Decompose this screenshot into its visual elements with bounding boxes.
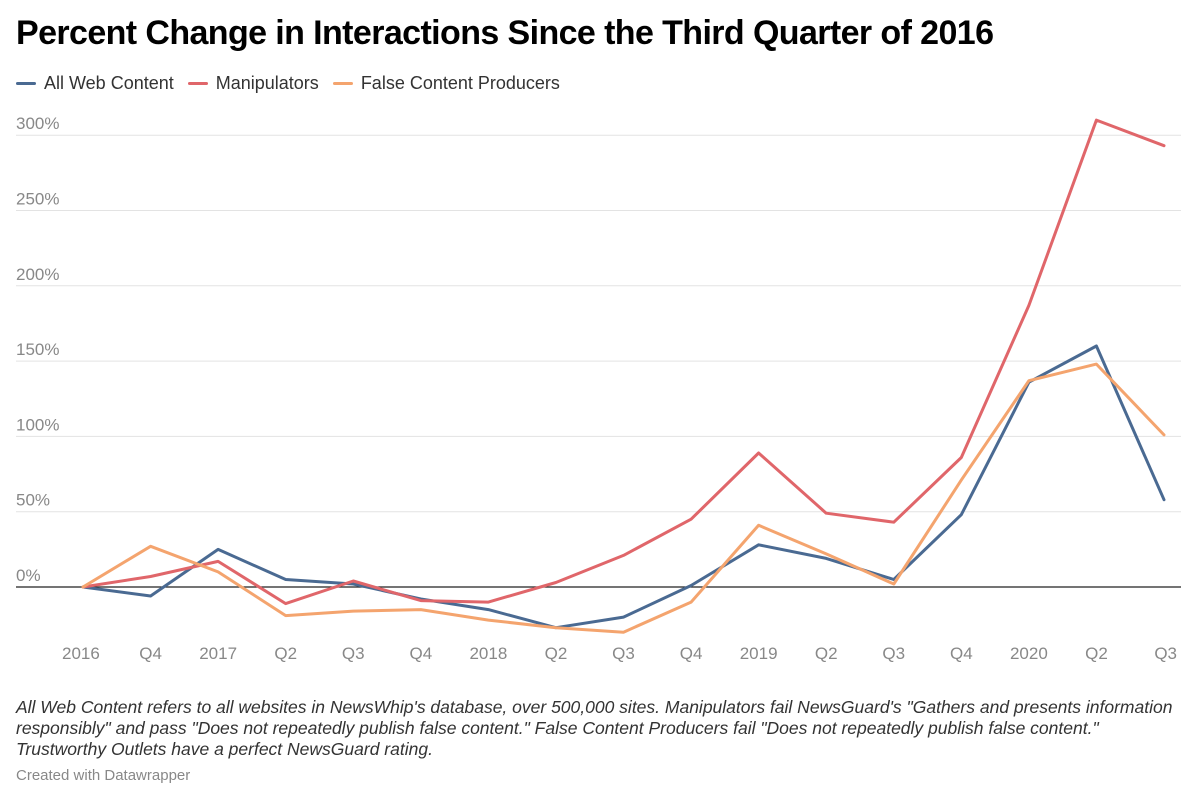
x-tick-label: Q3: [342, 644, 365, 663]
x-tick-label: Q2: [1085, 644, 1108, 663]
chart-title: Percent Change in Interactions Since the…: [16, 14, 994, 52]
x-tick-label: Q4: [409, 644, 432, 663]
y-tick-label: 150%: [16, 340, 59, 359]
legend-swatch-manipulators: [187, 82, 208, 85]
x-tick-label: 2020: [1010, 644, 1048, 663]
y-tick-label: 200%: [16, 265, 59, 284]
x-tick-label: Q3: [1154, 644, 1177, 663]
x-tick-label: Q4: [680, 644, 703, 663]
legend: All Web Content Manipulators False Conte…: [16, 73, 560, 94]
y-tick-label: 0%: [16, 566, 41, 585]
x-tick-label: 2017: [199, 644, 237, 663]
x-tick-label: Q2: [815, 644, 838, 663]
x-tick-label: Q3: [882, 644, 905, 663]
x-tick-label: Q2: [545, 644, 568, 663]
x-tick-label: Q2: [274, 644, 297, 663]
y-tick-label: 300%: [16, 114, 59, 133]
x-tick-label: Q3: [612, 644, 635, 663]
y-tick-label: 100%: [16, 415, 59, 434]
legend-item: False Content Producers: [332, 73, 560, 94]
x-tick-label: 2016: [62, 644, 100, 663]
legend-item: All Web Content: [16, 73, 174, 94]
series-line-false-content-producers: [81, 362, 1166, 634]
footnote: All Web Content refers to all websites i…: [16, 697, 1173, 759]
x-tick-label: 2018: [469, 644, 507, 663]
series-line-manipulators: [81, 118, 1166, 606]
legend-swatch-all-web-content: [16, 82, 36, 85]
x-tick-label: 2019: [740, 644, 778, 663]
x-tick-label: Q4: [950, 644, 973, 663]
legend-label: False Content Producers: [360, 73, 560, 93]
legend-label: Manipulators: [215, 73, 319, 93]
legend-label: All Web Content: [44, 73, 174, 93]
series-line-all-web-content: [81, 344, 1166, 630]
x-tick-label: Q4: [139, 644, 162, 663]
y-tick-label: 50%: [16, 491, 50, 510]
line-chart: 0% 50% 100% 150% 200% 250% 300% 2016 Q4 2017 Q2 Q3 Q…: [16, 114, 1181, 663]
credit: Created with Datawrapper: [16, 767, 191, 784]
y-tick-label: 250%: [16, 190, 59, 209]
legend-swatch-false-content-producers: [332, 82, 353, 85]
legend-item: Manipulators: [187, 73, 319, 94]
